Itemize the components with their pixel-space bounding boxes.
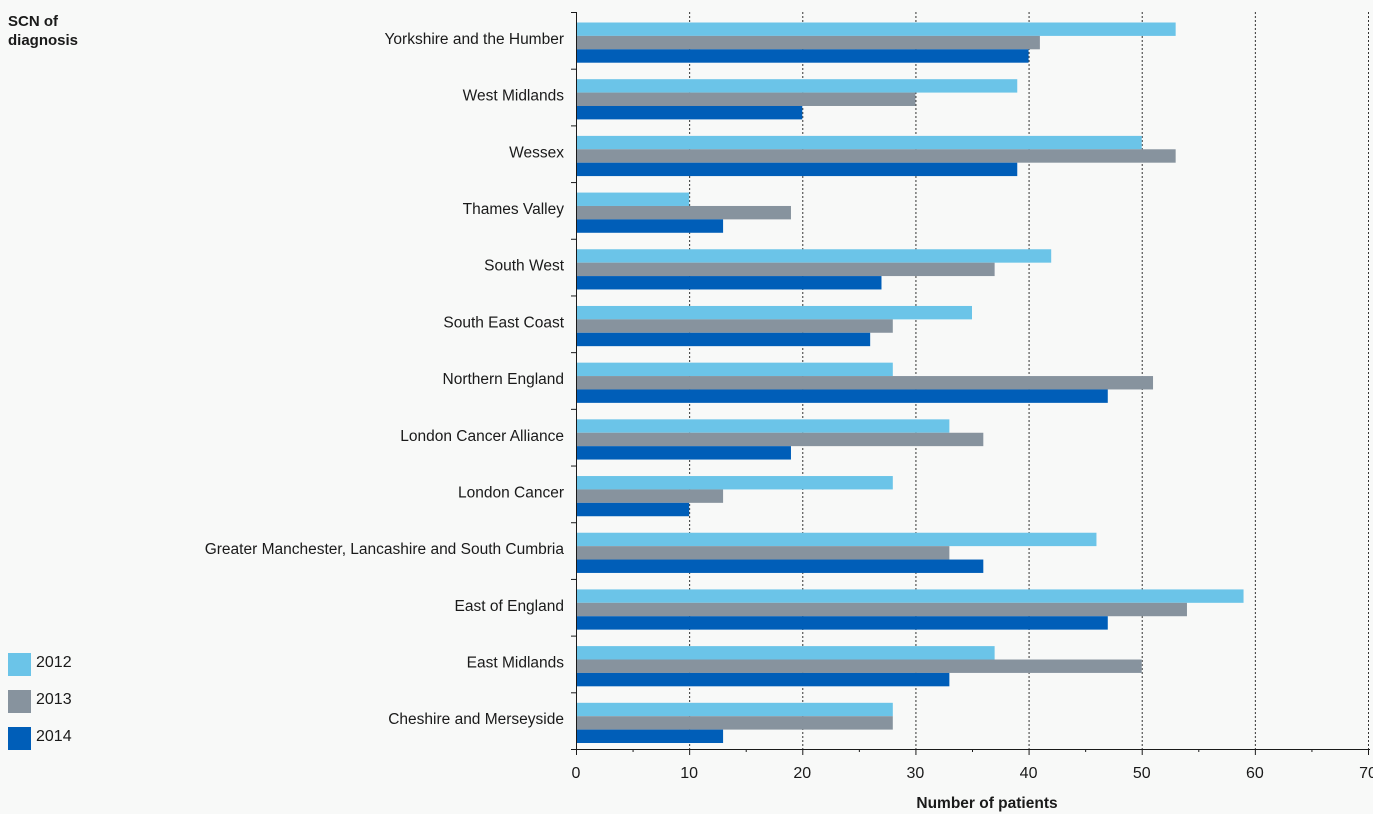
bar [576,419,950,433]
bar [576,205,791,220]
bar [576,616,1108,630]
bar [576,105,803,120]
x-tick-label: 70 [1359,765,1373,782]
category-label: Northern England [443,371,565,388]
category-label: Thames Valley [463,201,565,218]
bar [576,276,882,290]
legend-swatch [8,727,31,750]
legend-swatch [8,653,31,676]
category-label: East of England [455,598,564,615]
legend-label: 2012 [36,654,72,671]
bar [576,332,871,347]
bar [576,502,690,517]
x-tick-label: 40 [1020,765,1038,782]
x-tick-label: 10 [680,765,698,782]
bar [576,716,893,730]
category-label: Greater Manchester, Lancashire and South… [205,541,565,558]
bar [576,262,995,277]
bar [576,22,1176,36]
bar [576,376,1154,390]
x-tick-label: 30 [907,765,925,782]
bar [576,149,1176,163]
legend-label: 2013 [36,691,72,708]
bar [576,559,984,573]
bar [576,92,916,106]
bar [576,546,950,560]
bar [576,35,1040,50]
category-label: East Midlands [467,655,565,672]
category-label: South West [484,258,565,275]
bar [576,432,984,447]
category-label: Yorkshire and the Humber [385,31,565,48]
x-tick-label: 50 [1133,765,1151,782]
bar [576,646,995,660]
bar [576,589,1244,603]
bar [576,319,893,333]
bar [576,602,1187,617]
bar [576,305,972,320]
category-label: West Midlands [463,88,565,105]
x-tick-label: 20 [793,765,811,782]
bar [576,489,724,503]
bar [576,192,690,206]
bar [576,389,1108,403]
category-label: Cheshire and Merseyside [388,711,564,728]
bar [576,476,893,490]
bar [576,49,1029,63]
bar [576,729,724,744]
bar [576,532,1097,547]
category-label: Wessex [509,144,564,161]
bar [576,702,893,717]
category-label: London Cancer [458,484,564,501]
bar [576,219,724,233]
bar [576,79,1018,93]
bar [576,672,950,687]
legend-swatch [8,690,31,713]
bar [576,446,791,460]
x-axis-title: Number of patients [916,795,1057,812]
x-tick-label: 0 [572,765,581,782]
legend-label: 2014 [36,728,72,745]
x-tick-label: 60 [1246,765,1264,782]
bar [576,162,1018,177]
bar [576,362,893,377]
y-axis-title: SCN of diagnosis [8,13,79,49]
category-label: South East Coast [443,314,564,331]
category-label: London Cancer Alliance [400,428,564,445]
bar [576,135,1142,150]
bar [576,249,1052,263]
bar [576,659,1142,673]
